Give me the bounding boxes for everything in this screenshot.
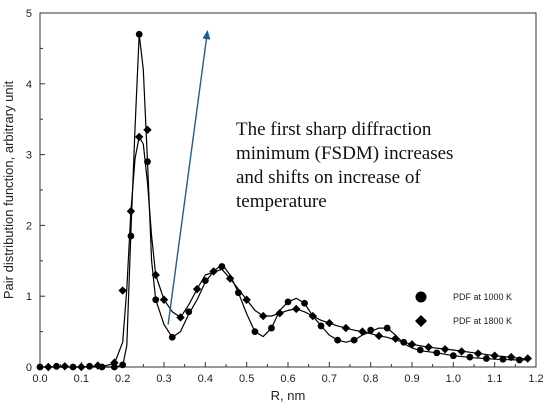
data-point <box>416 346 424 354</box>
x-tick-label: 0.1 <box>74 373 89 385</box>
data-point <box>334 336 341 344</box>
data-point <box>433 349 441 357</box>
data-point <box>341 323 351 333</box>
data-point <box>168 333 176 341</box>
legend-label: PDF at 1800 K <box>453 316 512 326</box>
annotation-arrow <box>167 30 211 325</box>
data-point <box>251 328 259 335</box>
data-point <box>185 308 193 316</box>
data-point <box>407 340 417 349</box>
data-point <box>317 322 325 330</box>
data-point <box>383 324 391 332</box>
legend-item-2: PDF at 1800 K <box>415 315 512 327</box>
legend-marker <box>415 291 427 303</box>
x-tick-label: 0.9 <box>404 373 419 385</box>
annotation-line: minimum (FSDM) increases <box>236 143 453 164</box>
y-tick-label: 0 <box>26 362 32 374</box>
legend-item-1: PDF at 1000 K <box>415 291 512 303</box>
data-point <box>284 298 292 306</box>
data-point <box>176 313 185 322</box>
data-point <box>275 308 284 318</box>
data-point <box>358 327 367 336</box>
data-point <box>110 358 119 367</box>
data-point <box>119 361 127 369</box>
y-tick-label: 5 <box>26 8 32 20</box>
x-tick-label: 0.3 <box>156 373 171 385</box>
data-point <box>523 354 532 363</box>
axes: 0.0 0.1 0.2 0.3 0.4 0.5 0.6 0.7 0.8 0.9 1.0 1.1 1.2 0… <box>26 8 544 385</box>
annotation-line: and shifts on increase of <box>236 167 421 188</box>
data-point <box>449 352 457 360</box>
legend-marker <box>415 315 427 327</box>
data-point <box>93 361 103 370</box>
data-point <box>374 331 384 341</box>
series-layer <box>36 30 532 372</box>
annotation-line: temperature <box>236 191 327 212</box>
x-tick-label: 0.6 <box>280 373 295 385</box>
data-point <box>135 30 143 38</box>
data-point <box>308 311 317 321</box>
x-tick-label: 1.0 <box>446 373 461 385</box>
x-tick-label: 1.1 <box>487 373 502 385</box>
data-point <box>268 324 275 332</box>
data-point <box>466 353 474 361</box>
x-tick-label: 0.2 <box>115 373 130 385</box>
data-point <box>225 274 235 283</box>
x-axis-title: R, nm <box>271 388 306 403</box>
data-point <box>483 355 490 362</box>
data-point <box>473 349 483 358</box>
data-point <box>53 362 60 370</box>
data-point <box>242 295 251 304</box>
data-point <box>151 270 160 280</box>
data-point <box>391 334 400 343</box>
x-tick-label: 0.7 <box>322 373 337 385</box>
y-axis-title: Pair distribution function, arbitrary un… <box>1 81 16 300</box>
x-tick-label: 0.8 <box>363 373 378 385</box>
x-tick-label: 0.0 <box>32 373 47 385</box>
data-point <box>135 132 144 142</box>
legend: PDF at 1000 K PDF at 1800 K <box>415 291 512 327</box>
x-tick-label: 0.5 <box>239 373 254 385</box>
data-point <box>440 345 450 354</box>
data-point <box>507 352 516 362</box>
data-point <box>490 351 499 360</box>
data-point <box>209 267 218 276</box>
data-point <box>118 286 127 295</box>
data-point <box>457 347 466 356</box>
data-point <box>126 207 136 216</box>
data-point <box>301 299 308 307</box>
annotation-line: The first sharp diffraction <box>236 119 432 140</box>
data-point <box>152 296 160 304</box>
x-tick-label: 1.2 <box>528 373 543 385</box>
x-tick-label: 0.4 <box>198 373 213 385</box>
data-point <box>143 125 152 135</box>
data-point <box>292 304 301 314</box>
y-tick-label: 4 <box>26 79 32 91</box>
data-point <box>367 326 375 334</box>
data-point <box>218 263 226 270</box>
data-point <box>424 342 433 352</box>
data-point <box>159 295 169 304</box>
legend-label: PDF at 1000 K <box>453 292 512 302</box>
data-point <box>350 336 358 344</box>
data-point <box>192 284 202 294</box>
data-point <box>77 362 86 372</box>
y-tick-label: 1 <box>26 291 32 303</box>
data-point <box>60 362 69 371</box>
y-tick-label: 3 <box>26 150 32 162</box>
annotation: The first sharp diffraction minimum (FSDM… <box>167 30 453 325</box>
series-2 <box>40 125 532 372</box>
data-point <box>111 363 118 371</box>
data-point <box>127 232 135 240</box>
plot-frame <box>39 12 537 368</box>
y-tick-label: 2 <box>26 220 32 232</box>
data-point <box>325 318 334 328</box>
data-point <box>44 362 53 372</box>
data-point <box>499 355 507 363</box>
data-point <box>259 311 268 321</box>
